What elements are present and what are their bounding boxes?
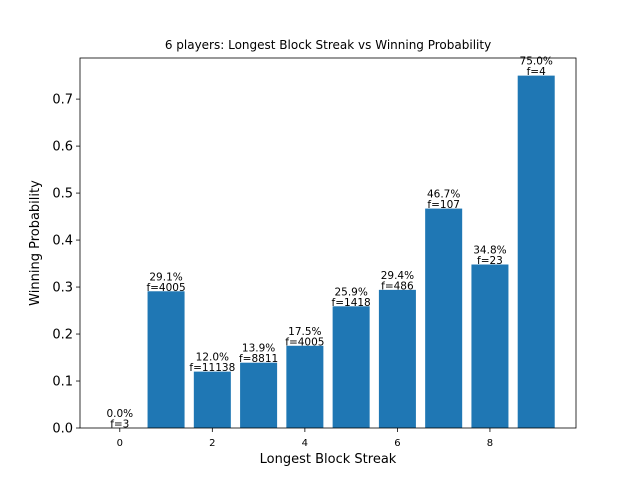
bar-percent-label: 17.5% <box>288 326 321 338</box>
bar-percent-label: 34.8% <box>473 244 506 256</box>
y-tick-label: 0.3 <box>52 281 73 296</box>
chart-title: 6 players: Longest Block Streak vs Winni… <box>165 38 491 52</box>
bar-freq-label: f=4 <box>527 66 546 78</box>
x-tick-label: 0 <box>117 438 123 449</box>
bar-freq-label: f=11138 <box>189 362 235 374</box>
y-tick-label: 0.7 <box>52 93 73 108</box>
y-tick-label: 0.2 <box>52 328 73 343</box>
y-tick-label: 0.5 <box>52 187 73 202</box>
bar-freq-label: f=4005 <box>146 282 185 294</box>
bar-freq-label: f=23 <box>477 255 503 267</box>
bar-freq-label: f=3 <box>110 419 129 431</box>
bar-labels-group: 0.0%f=329.1%f=400512.0%f=1113813.9%f=881… <box>106 56 552 431</box>
bar-3 <box>240 362 278 428</box>
x-axis: 0 2 4 6 8 <box>117 428 493 449</box>
bar-freq-label: f=486 <box>381 280 414 292</box>
x-tick-label: 6 <box>394 438 400 449</box>
y-tick-label: 0.0 <box>52 422 73 437</box>
bar-freq-label: f=1418 <box>332 297 371 309</box>
bar-5 <box>332 306 370 428</box>
bar-percent-label: 29.1% <box>149 271 182 283</box>
bar-8 <box>471 264 509 428</box>
bar-freq-label: f=8811 <box>239 353 278 365</box>
bar-percent-label: 25.9% <box>334 286 367 298</box>
bar-9 <box>517 75 555 428</box>
bar-percent-label: 46.7% <box>427 189 460 201</box>
bar-percent-label: 12.0% <box>196 352 229 364</box>
bar-7 <box>425 208 463 428</box>
bar-6 <box>378 289 416 428</box>
x-tick-label: 4 <box>302 438 308 449</box>
bar-1 <box>147 291 185 428</box>
bar-percent-label: 13.9% <box>242 343 275 355</box>
y-tick-label: 0.6 <box>52 140 73 155</box>
y-tick-label: 0.1 <box>52 375 73 390</box>
y-axis: 0.0 0.1 0.2 0.3 0.4 0.5 0.6 0.7 <box>52 93 80 437</box>
bar-freq-label: f=4005 <box>285 336 324 348</box>
x-tick-label: 8 <box>487 438 493 449</box>
bars-group <box>147 75 555 428</box>
bar-2 <box>193 371 231 428</box>
bar-freq-label: f=107 <box>427 199 460 211</box>
bar-percent-label: 29.4% <box>381 270 414 282</box>
bar-percent-label: 0.0% <box>106 408 133 420</box>
plot-frame <box>79 57 577 429</box>
y-axis-label: Winning Probability <box>28 180 43 306</box>
x-tick-label: 2 <box>209 438 215 449</box>
y-tick-label: 0.4 <box>52 234 73 249</box>
bar-4 <box>286 345 324 428</box>
bar-percent-label: 75.0% <box>520 56 553 68</box>
x-axis-label: Longest Block Streak <box>260 452 397 467</box>
